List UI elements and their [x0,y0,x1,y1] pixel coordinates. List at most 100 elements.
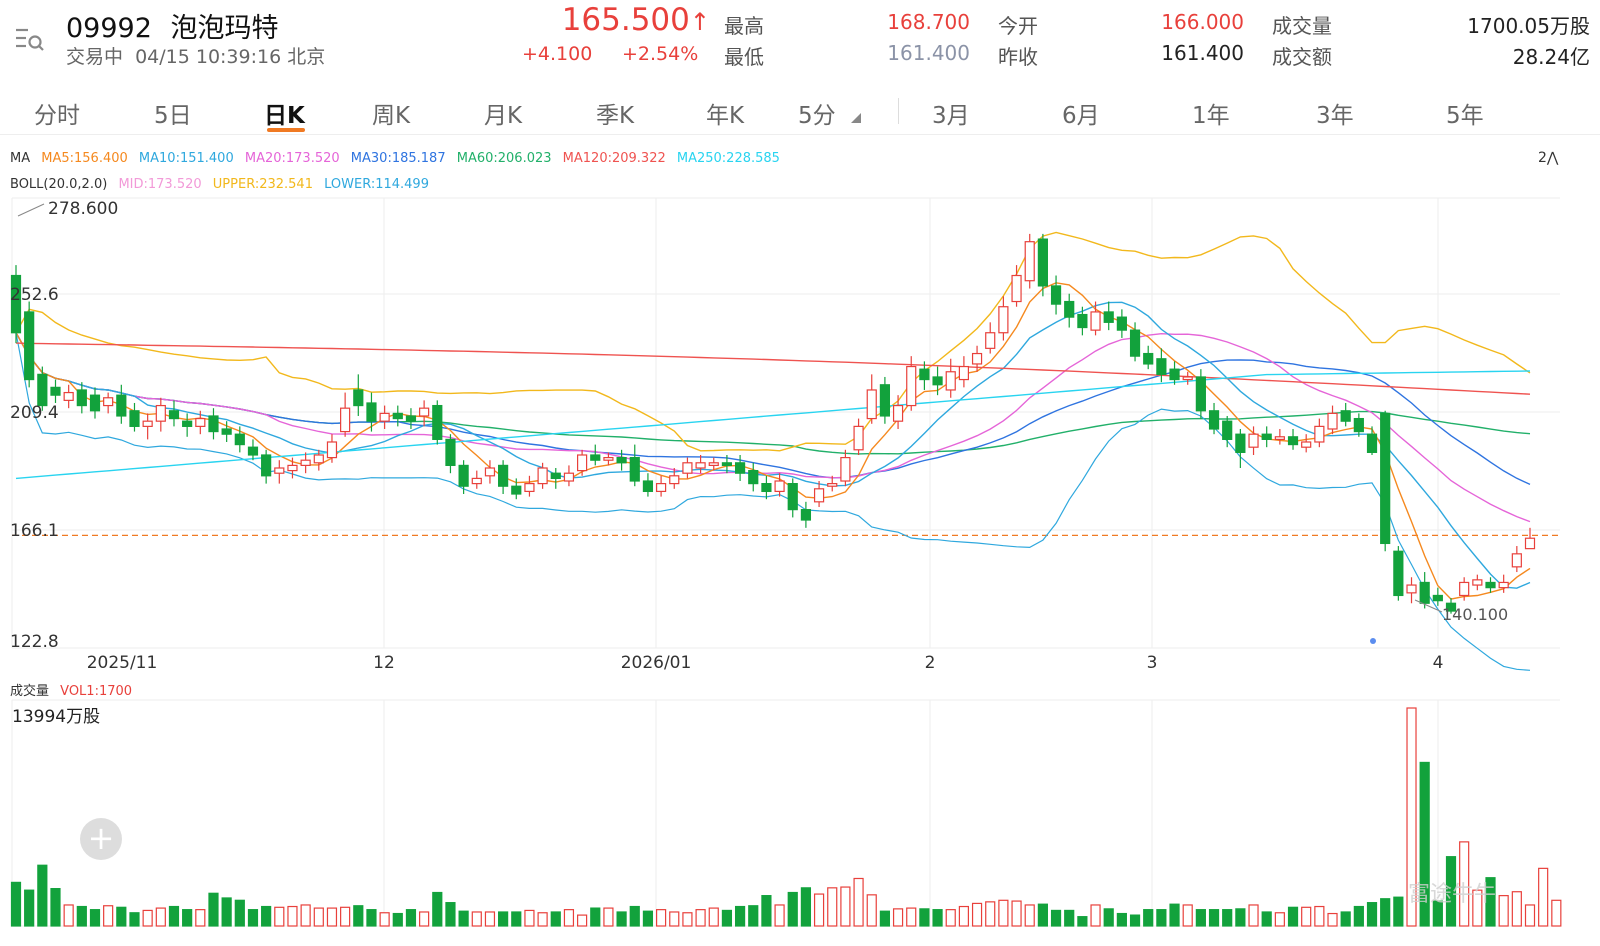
candle-body [1498,581,1509,589]
candle-body [800,509,812,521]
tab-1year[interactable]: 1年 [1192,103,1230,129]
tab-3year[interactable]: 3年 [1316,103,1354,129]
candle-body [1432,594,1443,602]
volume-bar [274,906,285,927]
volume-bar [392,912,403,927]
candle-body [89,394,101,412]
ma-legend[interactable]: MA MA5:156.400 MA10:151.400 MA20:173.520… [10,151,787,166]
volume-bar [313,907,324,927]
volume-bar [1261,911,1272,927]
menu-search-icon[interactable] [14,26,44,52]
volume-bar [208,892,219,927]
volume-bar [458,910,469,927]
y-tick-label: 209.4 [10,403,59,423]
volume-bar [1366,902,1378,927]
candle-body [1314,425,1325,443]
volume-bar [1011,900,1022,927]
candle-body [419,407,430,417]
trade-time: 04/15 10:39:16 北京 [135,46,326,68]
volume-bar [748,905,759,927]
high-label: 最高 [724,14,764,38]
candle-body [1393,550,1404,597]
candle-body [1248,433,1259,448]
volume-bar [827,887,838,927]
ma5-line [15,282,1531,600]
candle-body [774,480,785,493]
volume-bar [906,907,917,927]
boll-legend[interactable]: BOLL(20.0,2.0) MID:173.520 UPPER:232.541… [10,177,436,192]
ma120-legend: MA120:209.322 [562,151,666,166]
chart-grid [11,197,1560,927]
candle-body [655,483,667,493]
volume-bar [103,905,114,927]
tab-6month[interactable]: 6月 [1062,103,1100,129]
candle-body [182,420,193,427]
volume-bar [76,905,87,927]
candle-body [616,456,627,464]
candle-body [1485,581,1496,589]
tab-yearly-k[interactable]: 年K [706,103,745,129]
candle-body [340,407,351,433]
candle-body [1090,311,1101,331]
tab-5min[interactable]: 5分 [798,96,861,130]
prev-close-label: 昨收 [998,45,1038,69]
candle-body [879,384,891,417]
candle-body [155,404,166,422]
price-change: +4.100 [522,43,593,65]
tab-daily-k[interactable]: 日K [264,103,305,129]
volume-bar [511,911,522,927]
volume-bar [629,905,640,927]
candle-body [1459,581,1470,597]
tab-monthly-k[interactable]: 月K [484,103,523,129]
candle-body [471,477,482,485]
tab-5min-label: 5分 [798,103,836,129]
x-tick-label: 12 [373,653,395,673]
candle-body [142,420,153,427]
axis-labels: 278.600 252.6 209.4 166.1 122.8 140.100 2025/1… [10,199,1508,673]
candle-body [1169,368,1180,381]
indicator-toggle[interactable]: 2⋀ [1538,150,1559,166]
y-tick-label: 166.1 [10,521,59,541]
price-change-pct: +2.54% [622,43,699,65]
candle-body [603,456,614,461]
volume-bar [669,911,680,927]
candle-body [1380,412,1391,545]
volume-bar [1314,905,1325,927]
volume-bar [1248,904,1259,927]
tab-3month[interactable]: 3月 [932,103,970,129]
volume-bar [1340,911,1351,927]
volume-bar [971,902,983,927]
volume-bar [168,905,180,927]
high-marker-line [17,203,45,217]
zoom-in-button[interactable]: + [80,818,122,860]
low-label: 最低 [724,45,764,69]
tab-5year[interactable]: 5年 [1446,103,1484,129]
ma30-line [15,332,1531,486]
candle-body [998,306,1009,334]
candle-body [1327,412,1338,430]
volume-bar [708,907,719,927]
tab-intraday[interactable]: 分时 [34,103,80,129]
volume-legend: 成交量 VOL1:1700 [10,680,139,699]
candle-body [498,464,509,487]
candle-body [721,462,733,466]
volume-bar [1208,909,1220,927]
volume-bar [866,894,877,927]
volume-bar [366,909,377,927]
candle-body [1050,285,1062,305]
candle-body [445,438,456,466]
candle-body [669,475,680,485]
candle-body [1077,313,1088,329]
candle-body [116,394,127,417]
candle-body [1037,238,1048,287]
candle-body [76,389,87,407]
tab-weekly-k[interactable]: 周K [372,103,411,129]
volume-bar [787,891,798,927]
candle-body [405,415,417,422]
volume-bar [537,912,548,927]
tab-quarterly-k[interactable]: 季K [596,103,635,129]
tab-5day[interactable]: 5日 [154,103,192,129]
candle-body [274,467,285,474]
turnover-label: 成交额 [1272,45,1332,69]
